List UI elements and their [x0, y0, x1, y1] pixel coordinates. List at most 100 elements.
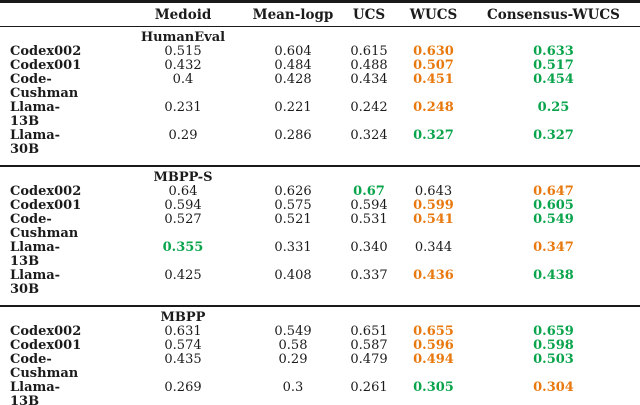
- value-cell: 0.25: [537, 100, 570, 115]
- table-row: Llama-13B 0.269 0.3 0.261 0.305 0.304: [0, 381, 640, 405]
- table-row: Codex001 0.574 0.58 0.587 0.596 0.598: [0, 339, 640, 353]
- value-cell: 0.436: [413, 268, 454, 283]
- column-header-mean-logp: Mean-logp: [248, 0, 338, 27]
- table-row: Llama-30B 0.29 0.286 0.324 0.327 0.327: [0, 129, 640, 166]
- row-label: Codex001: [10, 58, 82, 73]
- value-cell: 0.631: [164, 324, 202, 339]
- row-label: Llama-13B: [10, 240, 61, 269]
- table-row: Codex002 0.64 0.626 0.67 0.643 0.647: [0, 185, 640, 199]
- row-label: Llama-30B: [10, 268, 61, 297]
- value-cell: 0.655: [413, 324, 454, 339]
- value-cell: 0.428: [274, 72, 312, 87]
- value-cell: 0.599: [413, 198, 454, 213]
- value-cell: 0.575: [274, 198, 312, 213]
- row-label: Code-Cushman: [10, 352, 79, 381]
- table-row: Codex002 0.631 0.549 0.651 0.655 0.659: [0, 325, 640, 339]
- row-label: Llama-30B: [10, 128, 61, 157]
- value-cell: 0.64: [168, 184, 198, 199]
- value-cell: 0.242: [350, 100, 388, 115]
- value-cell: 0.347: [533, 240, 574, 255]
- value-cell: 0.598: [533, 338, 574, 353]
- table-row: Code-Cushman 0.4 0.428 0.434 0.451 0.454: [0, 73, 640, 101]
- table-row: Llama-13B 0.231 0.221 0.242 0.248 0.25: [0, 101, 640, 129]
- value-cell: 0.327: [533, 128, 574, 143]
- value-cell: 0.438: [533, 268, 574, 283]
- section-title-row: HumanEval: [0, 27, 640, 46]
- section-title-mbpp-s: MBPP-S: [118, 165, 248, 185]
- value-cell: 0.507: [413, 58, 454, 73]
- row-label: Code-Cushman: [10, 72, 79, 101]
- value-cell: 0.3: [282, 380, 304, 395]
- value-cell: 0.324: [350, 128, 388, 143]
- column-header-medoid: Medoid: [118, 0, 248, 27]
- table-header: Medoid Mean-logp UCS WUCS Consensus-WUCS: [0, 0, 640, 27]
- row-label: Code-Cushman: [10, 212, 79, 241]
- table-row: Llama-30B 0.425 0.408 0.337 0.436 0.438: [0, 269, 640, 306]
- value-cell: 0.594: [350, 198, 388, 213]
- value-cell: 0.626: [274, 184, 312, 199]
- value-cell: 0.633: [533, 44, 574, 59]
- row-label: Codex001: [10, 338, 82, 353]
- corner-cell: [0, 0, 118, 27]
- value-cell: 0.531: [350, 212, 388, 227]
- value-cell: 0.337: [350, 268, 388, 283]
- table-row: Codex001 0.432 0.484 0.488 0.507 0.517: [0, 59, 640, 73]
- value-cell: 0.305: [413, 380, 454, 395]
- value-cell: 0.231: [164, 100, 202, 115]
- value-cell: 0.604: [274, 44, 312, 59]
- value-cell: 0.286: [274, 128, 312, 143]
- row-label: Codex002: [10, 184, 82, 199]
- value-cell: 0.434: [350, 72, 388, 87]
- value-cell: 0.484: [274, 58, 312, 73]
- column-header-ucs: UCS: [338, 0, 400, 27]
- value-cell: 0.659: [533, 324, 574, 339]
- header-row: Medoid Mean-logp UCS WUCS Consensus-WUCS: [0, 0, 640, 27]
- value-cell: 0.327: [413, 128, 454, 143]
- value-cell: 0.248: [413, 100, 454, 115]
- value-cell: 0.594: [164, 198, 202, 213]
- section-mbpp: MBPP Codex002 0.631 0.549 0.651 0.655 0.…: [0, 305, 640, 405]
- row-label: Codex002: [10, 44, 82, 59]
- section-title-row: MBPP-S: [0, 165, 640, 185]
- value-cell: 0.4: [172, 72, 194, 87]
- column-header-consensus-wucs: Consensus-WUCS: [467, 0, 640, 27]
- value-cell: 0.615: [350, 44, 388, 59]
- value-cell: 0.587: [350, 338, 388, 353]
- section-title-row: MBPP: [0, 305, 640, 325]
- value-cell: 0.344: [414, 240, 453, 255]
- value-cell: 0.435: [164, 352, 202, 367]
- value-cell: 0.527: [164, 212, 202, 227]
- value-cell: 0.596: [413, 338, 454, 353]
- table-row: Codex001 0.594 0.575 0.594 0.599 0.605: [0, 199, 640, 213]
- value-cell: 0.408: [274, 268, 312, 283]
- value-cell: 0.269: [164, 380, 202, 395]
- value-cell: 0.630: [413, 44, 454, 59]
- table-row: Llama-13B 0.355 0.331 0.340 0.344 0.347: [0, 241, 640, 269]
- value-cell: 0.479: [350, 352, 388, 367]
- value-cell: 0.515: [164, 44, 202, 59]
- table-row: Code-Cushman 0.527 0.521 0.531 0.541 0.5…: [0, 213, 640, 241]
- value-cell: 0.488: [350, 58, 388, 73]
- section-humaneval: HumanEval Codex002 0.515 0.604 0.615 0.6…: [0, 27, 640, 167]
- row-label: Codex002: [10, 324, 82, 339]
- row-label: Codex001: [10, 198, 82, 213]
- value-cell: 0.503: [533, 352, 574, 367]
- value-cell: 0.29: [168, 128, 198, 143]
- table-row: Codex002 0.515 0.604 0.615 0.630 0.633: [0, 45, 640, 59]
- value-cell: 0.605: [533, 198, 574, 213]
- value-cell: 0.261: [350, 380, 388, 395]
- value-cell: 0.647: [533, 184, 574, 199]
- value-cell: 0.425: [164, 268, 202, 283]
- value-cell: 0.651: [350, 324, 388, 339]
- value-cell: 0.643: [414, 184, 453, 199]
- value-cell: 0.355: [162, 240, 204, 255]
- value-cell: 0.454: [533, 72, 574, 87]
- value-cell: 0.331: [274, 240, 312, 255]
- table-row: Code-Cushman 0.435 0.29 0.479 0.494 0.50…: [0, 353, 640, 381]
- value-cell: 0.221: [274, 100, 312, 115]
- row-label: Llama-13B: [10, 100, 61, 129]
- value-cell: 0.521: [274, 212, 312, 227]
- value-cell: 0.29: [278, 352, 308, 367]
